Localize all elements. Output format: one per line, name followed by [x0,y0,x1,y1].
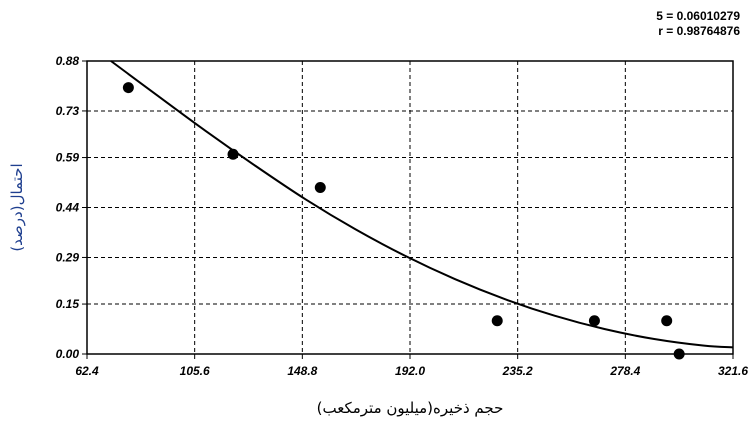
fit-curve [110,60,734,349]
data-points-layer [122,82,685,360]
x-tick-label: 321.6 [718,364,748,378]
y-tick-label: 0.44 [56,201,80,215]
x-tick-label: 105.6 [180,364,210,378]
fit-standard-error-label: 5 = 0.06010279 [656,9,740,23]
x-tick-label: 192.0 [395,364,425,378]
data-point [227,148,239,160]
data-point [661,315,673,327]
x-tick-label: 62.4 [75,364,99,378]
fit-correlation-label: r = 0.98764876 [658,24,740,38]
y-tick-label: 0.00 [56,347,80,361]
x-tick-label: 148.8 [287,364,317,378]
x-tick-label: 278.4 [609,364,640,378]
axis-ticks: 62.4 105.6 148.8 192.0 235.2 278.4 321.6 0.00 0.… [56,54,749,378]
data-point [491,315,503,327]
data-point [588,315,600,327]
data-point [673,348,685,360]
y-axis-title: احتمال(درصد) [8,163,26,251]
y-tick-label: 0.88 [56,54,80,68]
data-point [122,82,134,94]
x-tick-label: 235.2 [502,364,533,378]
x-axis-title: حجم ذخیره(میلیون مترمکعب) [317,399,504,417]
y-tick-label: 0.73 [56,104,80,118]
y-tick-label: 0.29 [56,250,80,264]
y-tick-label: 0.59 [56,151,80,165]
fit-curve-layer [110,60,734,349]
y-tick-label: 0.15 [56,297,80,311]
grid-lines [87,61,733,354]
data-point [314,182,326,194]
